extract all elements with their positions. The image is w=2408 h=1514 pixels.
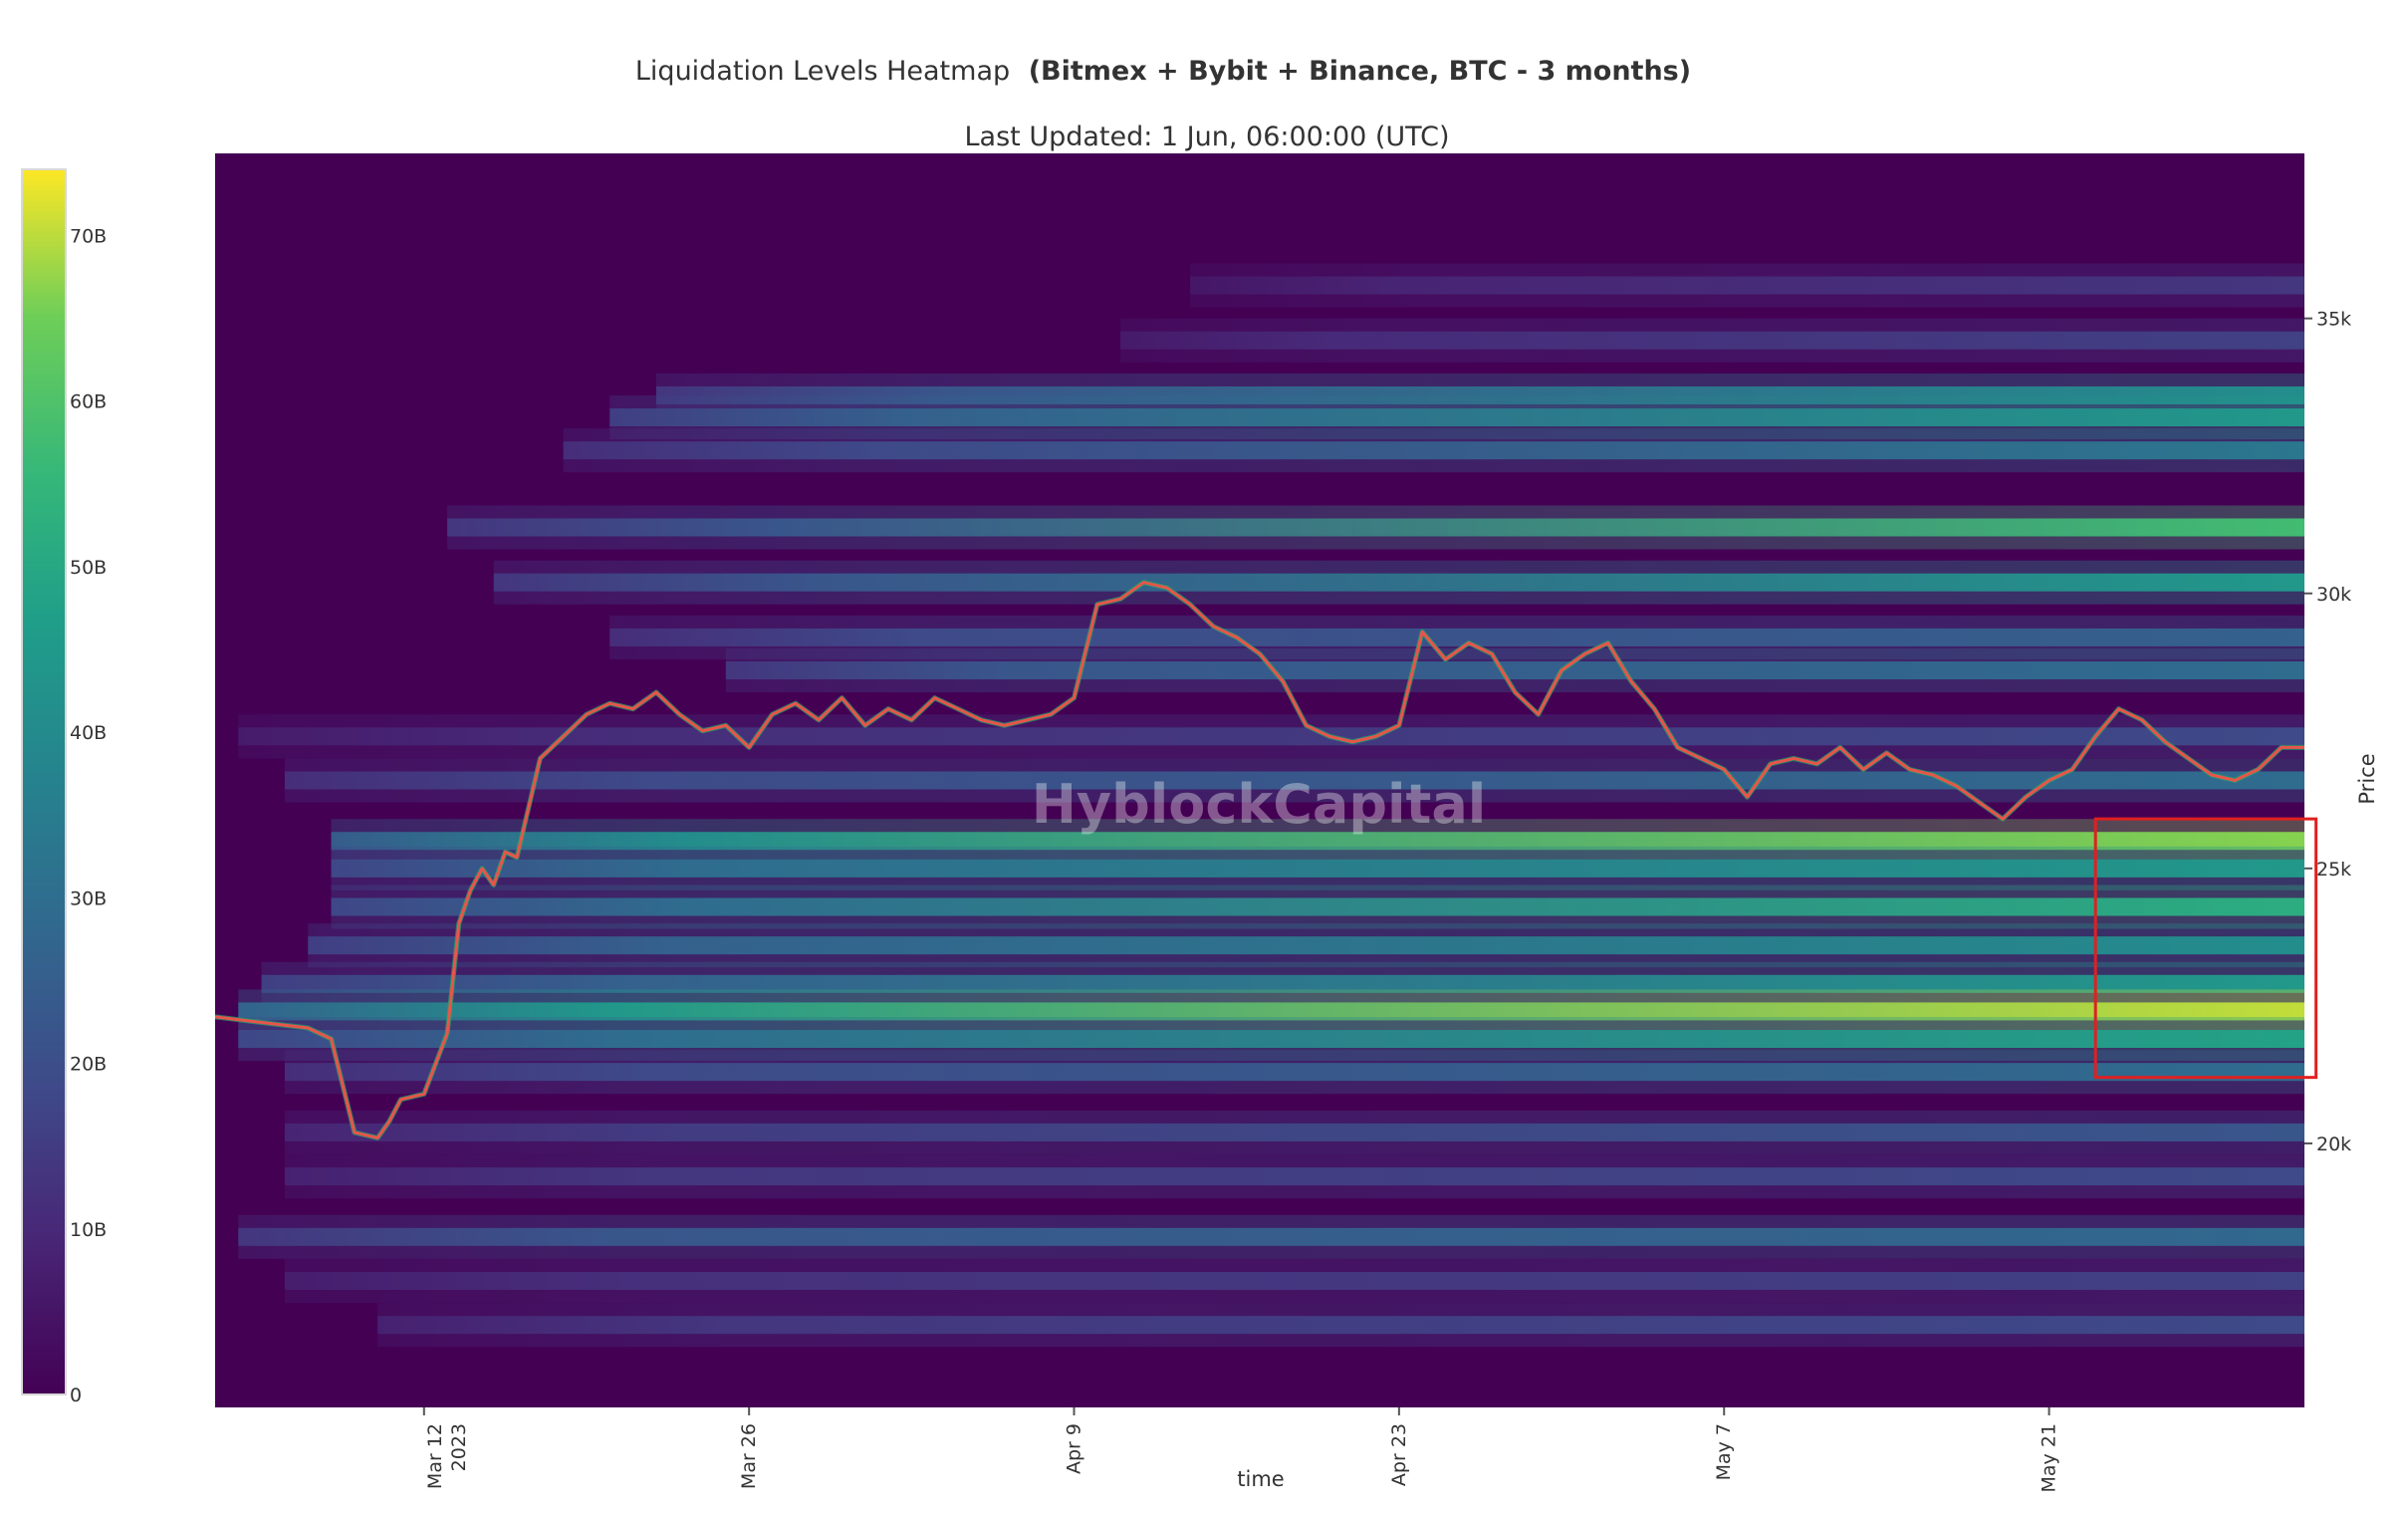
liquidation-band [1190, 276, 2304, 295]
liquidation-band [284, 1271, 2304, 1290]
liquidation-band [308, 936, 2304, 955]
x-tick-label: Mar 26 [738, 1423, 760, 1489]
price-series-line [215, 581, 2304, 1139]
liquidation-band [331, 832, 2304, 851]
liquidation-band [725, 661, 2304, 680]
x-tick-label: Apr 9 [1064, 1423, 1085, 1474]
colorbar-tick-label: 0 [70, 1385, 82, 1406]
plot-area: HyblockCapital [215, 153, 2318, 1407]
colorbar-gradient [21, 168, 67, 1395]
liquidation-band [609, 628, 2304, 646]
y-tick-label: 25k [2316, 859, 2351, 881]
liquidation-band [238, 1227, 2304, 1246]
x-tick-label: Mar 12 2023 [424, 1423, 470, 1489]
liquidation-band [238, 1030, 2304, 1049]
price-series [215, 580, 2304, 1140]
liquidation-band [284, 771, 2304, 790]
liquidation-band [377, 1316, 2304, 1335]
colorbar-tick-label: 10B [70, 1219, 107, 1241]
liquidation-band [261, 974, 2304, 993]
colorbar-ticks: 0 10B 20B 30B 40B 50B 60B 70B [70, 225, 107, 1406]
colorbar-tick-label: 60B [70, 391, 107, 413]
liquidation-band [1120, 331, 2304, 350]
liquidation-band [238, 727, 2304, 746]
x-tick-label: May 21 [2039, 1423, 2060, 1493]
colorbar-tick-label: 40B [70, 722, 107, 744]
watermark: HyblockCapital [1032, 773, 1487, 836]
colorbar-tick-label: 30B [70, 887, 107, 909]
liquidation-band [284, 1123, 2304, 1141]
liquidation-band [447, 518, 2304, 537]
liquidation-band [493, 573, 2304, 592]
liquidation-band [238, 1002, 2304, 1021]
highlight-box [2093, 817, 2318, 1080]
chart-title-bold: (Bitmex + Bybit + Binance, BTC - 3 month… [1029, 56, 1691, 87]
liquidation-band [284, 1167, 2304, 1186]
colorbar-tick-label: 20B [70, 1054, 107, 1076]
x-axis: Mar 12 2023 Mar 26 Apr 9 Apr 23 May 7 May 21 [422, 1407, 2060, 1493]
liquidation-bands [238, 263, 2304, 1348]
x-tick-label: Apr 23 [1388, 1423, 1410, 1486]
x-tick-label: May 7 [1713, 1423, 1735, 1480]
colorbar: 0 10B 20B 30B 40B 50B 60B 70B [21, 168, 107, 1406]
liquidation-band [331, 897, 2304, 916]
colorbar-tick-label: 50B [70, 557, 107, 579]
y-tick-label: 20k [2316, 1134, 2351, 1155]
chart-title-main: Liquidation Levels Heatmap [635, 56, 1010, 87]
x-axis-title: time [1237, 1467, 1284, 1491]
y-axis-title: Price [2355, 753, 2379, 804]
liquidation-band [331, 859, 2304, 878]
chart-title: Liquidation Levels Heatmap (Bitmex + Byb… [635, 56, 1691, 87]
colorbar-tick-label: 70B [70, 225, 107, 247]
liquidation-band [609, 408, 2304, 427]
liquidation-band [284, 1063, 2304, 1082]
liquidation-band [563, 441, 2304, 460]
y-tick-label: 35k [2316, 309, 2351, 331]
chart-subtitle: Last Updated: 1 Jun, 06:00:00 (UTC) [965, 122, 1450, 152]
y-tick-label: 30k [2316, 584, 2351, 606]
y-axis: 35k 30k 25k 20k [2304, 309, 2351, 1155]
